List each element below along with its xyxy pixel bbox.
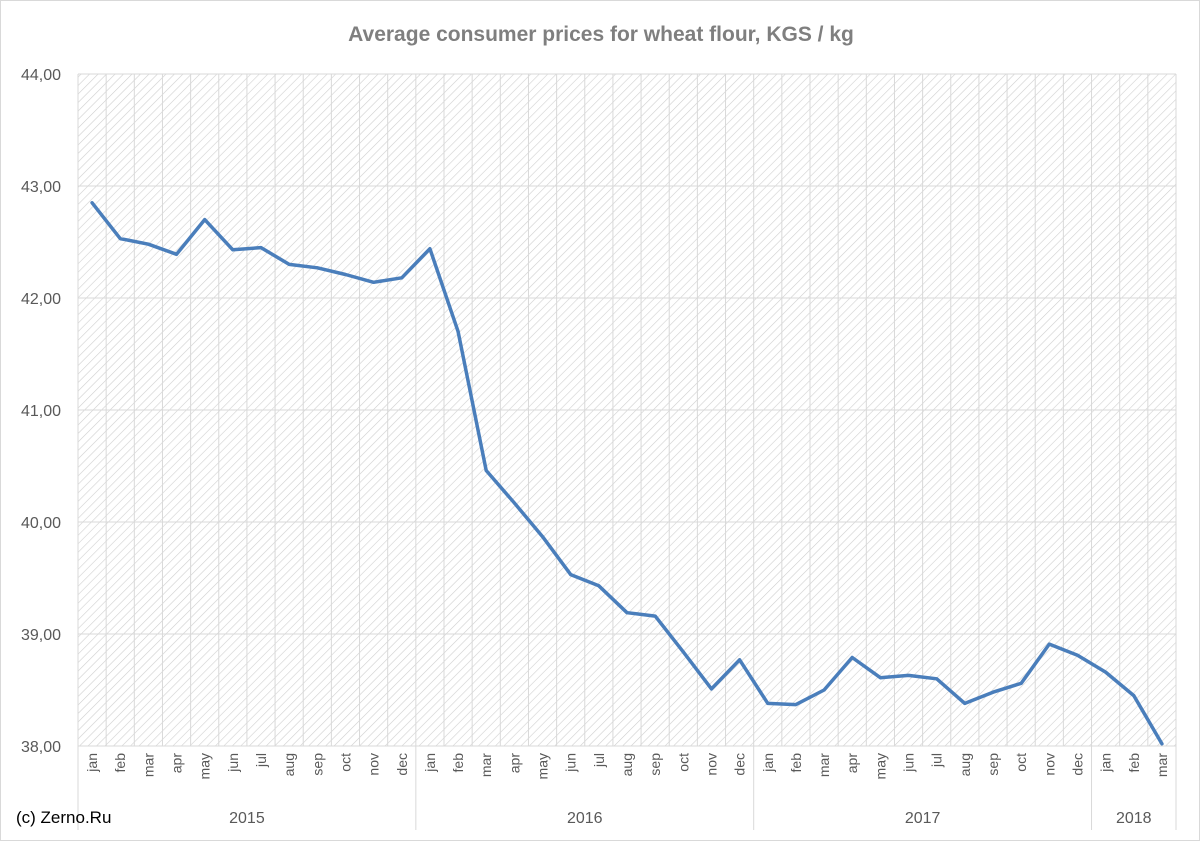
x-tick-label: dec [394, 753, 410, 776]
x-tick-label: mar [140, 753, 156, 777]
data-point [400, 276, 404, 280]
x-tick-label: aug [619, 753, 635, 776]
x-tick-label: dec [732, 753, 748, 776]
data-point [597, 584, 601, 588]
data-point [1075, 653, 1079, 657]
x-tick-label: apr [506, 753, 522, 774]
x-tick-label: jul [253, 753, 269, 768]
x-tick-label: jan [1098, 753, 1114, 773]
data-point [653, 614, 657, 618]
y-tick-label: 40,00 [21, 515, 61, 532]
data-point [991, 690, 995, 694]
data-point [935, 677, 939, 681]
x-tick-label: jul [929, 753, 945, 768]
x-tick-label: feb [112, 753, 128, 773]
y-tick-label: 44,00 [21, 67, 61, 84]
data-point [372, 280, 376, 284]
x-tick-label: mar [1154, 753, 1170, 777]
data-point [315, 266, 319, 270]
x-tick-label: sep [647, 753, 663, 776]
data-point [709, 687, 713, 691]
year-label: 2017 [905, 810, 941, 827]
x-tick-label: feb [788, 753, 804, 773]
data-point [738, 658, 742, 662]
data-point [541, 535, 545, 539]
data-point [1104, 670, 1108, 674]
x-tick-label: may [197, 753, 213, 779]
data-point [1132, 694, 1136, 698]
year-label: 2018 [1116, 810, 1152, 827]
data-point [569, 573, 573, 577]
year-label: 2016 [567, 810, 603, 827]
x-tick-label: feb [1126, 753, 1142, 773]
grid-layer [77, 73, 1177, 747]
x-tick-label: nov [1041, 753, 1057, 776]
data-point [681, 650, 685, 654]
data-point [343, 272, 347, 276]
x-tick-label: aug [957, 753, 973, 776]
x-tick-label: may [872, 753, 888, 779]
x-tick-label: oct [1013, 753, 1029, 772]
x-tick-label: jul [591, 753, 607, 768]
data-point [118, 237, 122, 241]
data-point [766, 701, 770, 705]
data-point [907, 673, 911, 677]
data-point [456, 330, 460, 334]
data-point [203, 218, 207, 222]
x-tick-label: nov [366, 753, 382, 776]
data-point [231, 248, 235, 252]
data-point [90, 201, 94, 205]
x-tick-label: oct [337, 753, 353, 772]
x-tick-label: dec [1069, 753, 1085, 776]
x-tick-label: jan [422, 753, 438, 773]
x-tick-label: sep [309, 753, 325, 776]
data-point [287, 262, 291, 266]
x-tick-label: apr [844, 753, 860, 774]
data-point [146, 242, 150, 246]
chart-title: Average consumer prices for wheat flour,… [348, 23, 854, 46]
x-tick-label: jan [760, 753, 776, 773]
data-point [1019, 681, 1023, 685]
x-tick-label: oct [675, 753, 691, 772]
year-label: 2015 [229, 810, 265, 827]
x-tick-label: mar [816, 753, 832, 777]
data-point [878, 676, 882, 680]
x-tick-label: jun [563, 753, 579, 773]
data-point [484, 468, 488, 472]
x-tick-label: feb [450, 753, 466, 773]
data-point [822, 688, 826, 692]
x-tick-label: may [535, 753, 551, 779]
data-point [1047, 642, 1051, 646]
series-layer [90, 201, 1164, 746]
x-tick-label: jun [901, 753, 917, 773]
x-tick-label: sep [985, 753, 1001, 776]
data-point [1160, 742, 1164, 746]
data-point [259, 246, 263, 250]
y-tick-label: 38,00 [21, 739, 61, 756]
x-tick-label: mar [478, 753, 494, 777]
y-tick-label: 39,00 [21, 627, 61, 644]
data-point [850, 656, 854, 660]
y-tick-label: 41,00 [21, 403, 61, 420]
data-point [963, 701, 967, 705]
data-point [512, 501, 516, 505]
x-tick-label: aug [281, 753, 297, 776]
x-tick-label: apr [169, 753, 185, 774]
data-point [428, 247, 432, 251]
copyright-text: (c) Zerno.Ru [16, 808, 112, 827]
x-tick-label: jun [225, 753, 241, 773]
data-point [794, 703, 798, 707]
x-tick-label: nov [703, 753, 719, 776]
y-tick-label: 42,00 [21, 291, 61, 308]
y-tick-label: 43,00 [21, 179, 61, 196]
x-tick-label: jan [84, 753, 100, 773]
data-point [175, 252, 179, 256]
data-point [625, 611, 629, 615]
